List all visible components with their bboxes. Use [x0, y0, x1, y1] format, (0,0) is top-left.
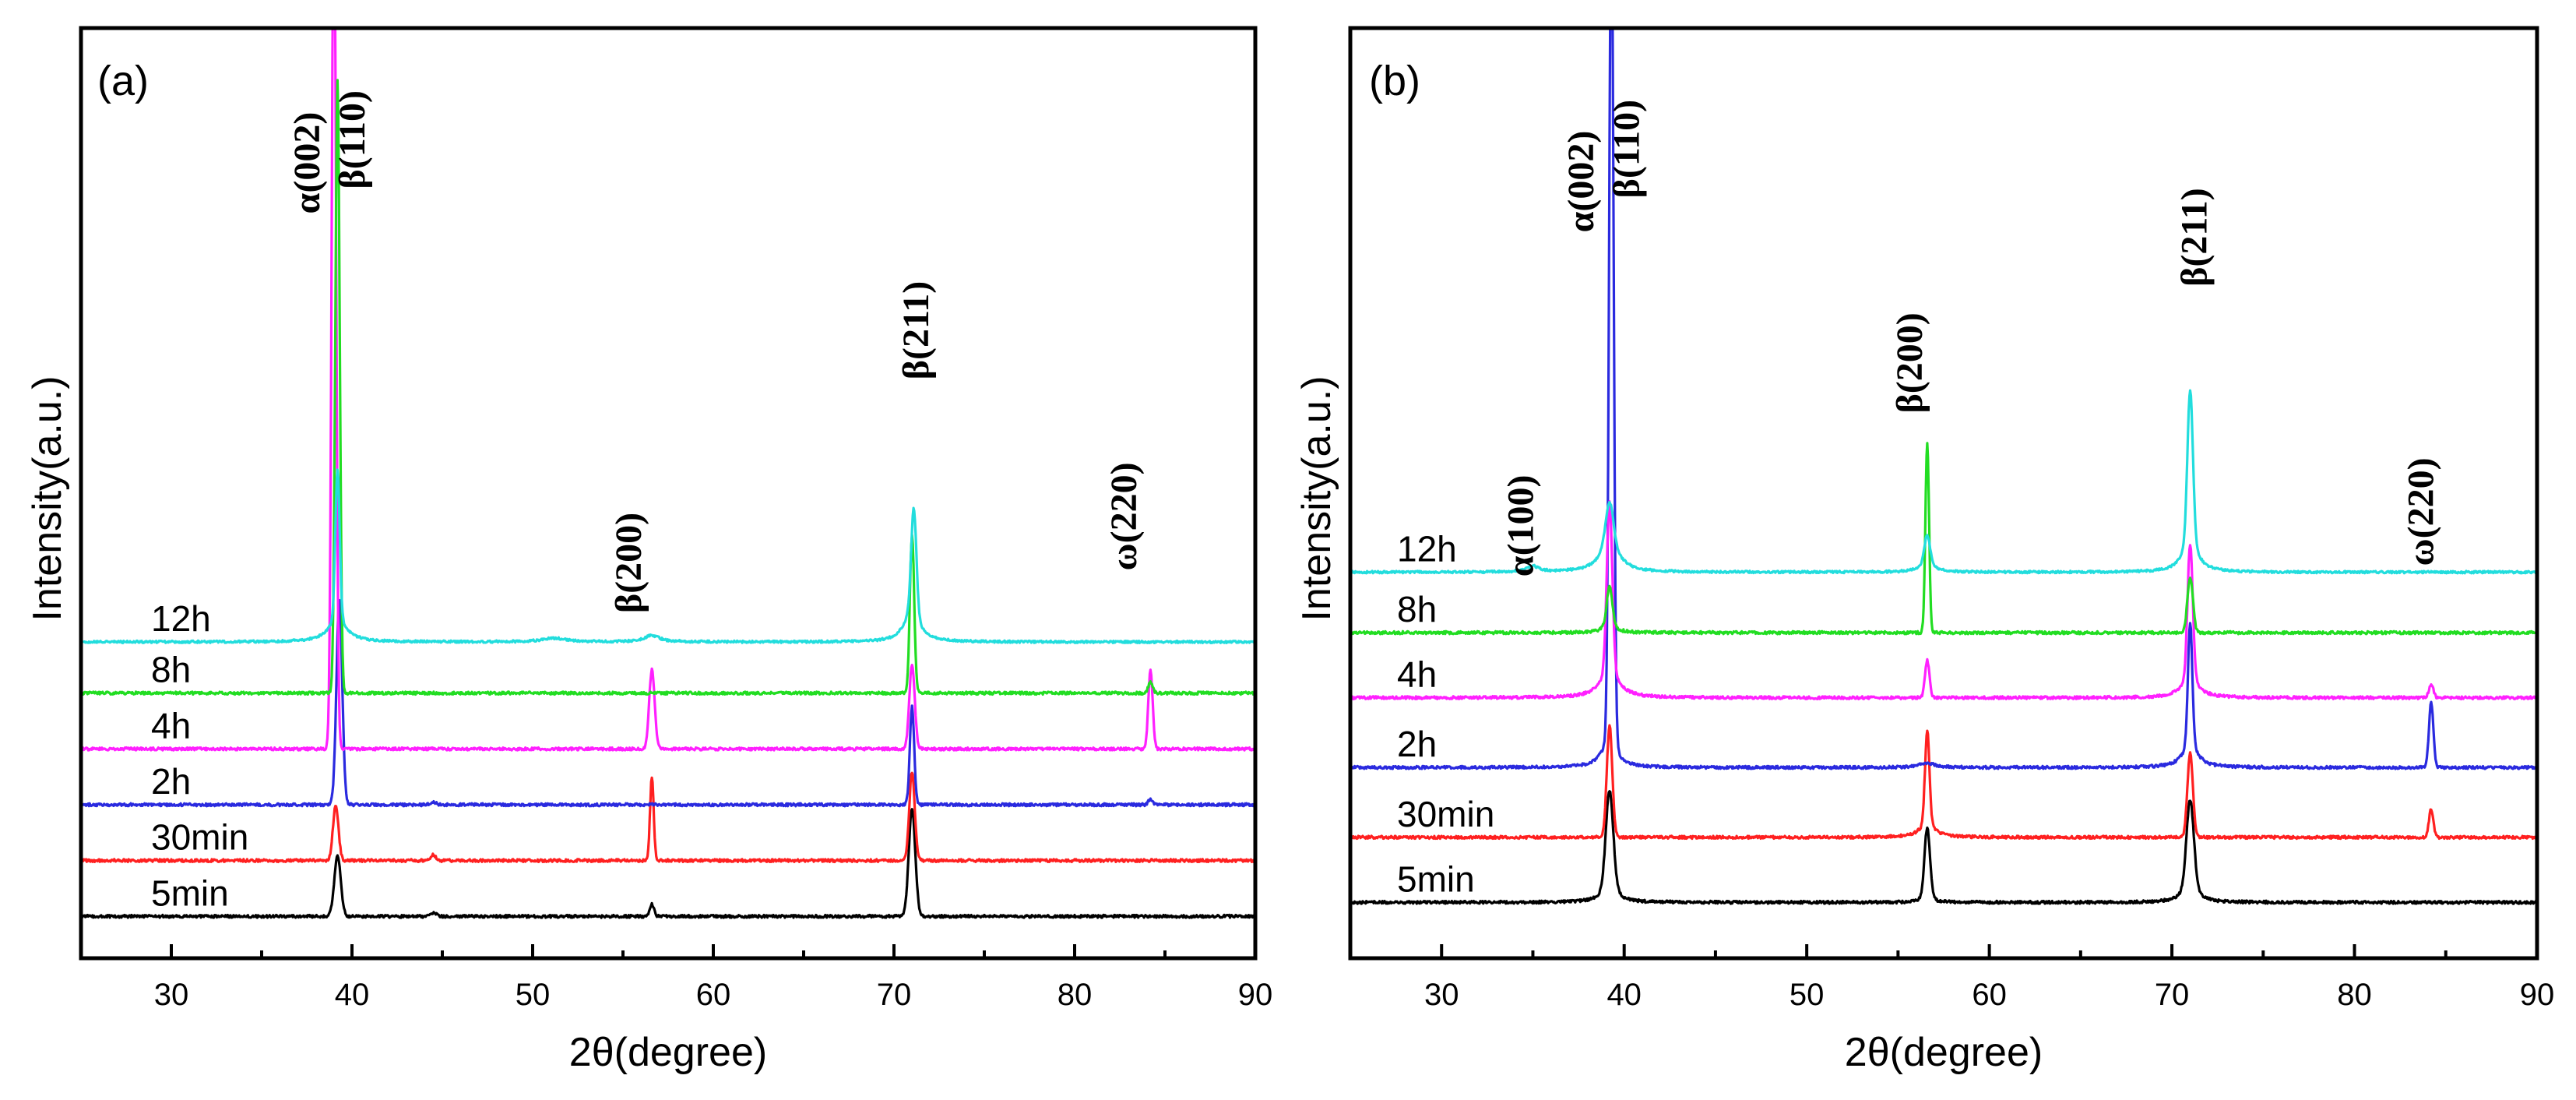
- panel-b-label: (b): [1369, 58, 1420, 104]
- panel-a-series-line-2h: [81, 599, 1255, 808]
- panel-b-x-tick-label-50: 50: [1789, 978, 1825, 1012]
- panel-b-legend-labels: 5min 30min 2h 4h 8h 12h: [1397, 528, 1494, 899]
- panel-b-y-axis-title: Intensity(a.u.): [1294, 375, 1339, 621]
- panel-b-peak-labels: α(100) α(002) β(110) β(200) β(211) ω(220): [1500, 100, 2441, 576]
- panel-a-x-tick-label-80: 80: [1057, 978, 1093, 1012]
- panel-a-plot-frame: [79, 26, 1258, 961]
- panel-a-label: (a): [97, 58, 149, 104]
- panel-a-y-axis-title: Intensity(a.u.): [25, 375, 70, 621]
- panel-b-series-line-8h: [1350, 442, 2537, 636]
- panel-a-legend-label-4h: 4h: [151, 705, 191, 746]
- panel-b-legend-label-2h: 2h: [1397, 724, 1437, 764]
- panel-b-series-line-4h: [1350, 500, 2537, 700]
- panel-b-x-tick-label-80: 80: [2337, 978, 2372, 1012]
- panel-b-peak-label-5: ω(220): [2400, 457, 2441, 566]
- panel-a-series: [81, 28, 1255, 919]
- panel-a-x-tick-label-50: 50: [516, 978, 551, 1012]
- panel-a-legend-label-5min: 5min: [151, 873, 229, 913]
- panel-a-peak-label-4: ω(220): [1103, 462, 1145, 570]
- panel-a-x-tick-label-70: 70: [877, 978, 912, 1012]
- panel-b: 30 40 50 60 70 80 90 5min 30min 2h 4h 8h 12h α(100)…: [1294, 26, 2555, 1075]
- panel-a: 30 40 50 60 70 80 90 5min 30min 2h 4h 8h 12h α(002)…: [25, 26, 1273, 1075]
- panel-a-peak-label-1: β(110): [332, 90, 373, 189]
- panel-b-x-tick-label-40: 40: [1606, 978, 1642, 1012]
- panel-b-legend-label-12h: 12h: [1397, 528, 1457, 569]
- panel-b-legend-label-5min: 5min: [1397, 858, 1475, 899]
- panel-b-peak-label-4: β(211): [2174, 188, 2215, 287]
- panel-a-legend-label-2h: 2h: [151, 761, 191, 802]
- panel-a-series-line-4h: [81, 28, 1255, 752]
- panel-b-x-ticks: 30 40 50 60 70 80 90: [1349, 944, 2555, 1012]
- panel-a-legend-label-30min: 30min: [151, 817, 248, 858]
- panel-a-series-line-8h: [81, 79, 1255, 696]
- panel-b-peak-label-1: α(002): [1561, 131, 1602, 233]
- panel-a-series-line-12h: [81, 468, 1255, 644]
- panel-a-peak-label-0: α(002): [287, 112, 328, 214]
- panel-b-x-tick-label-90: 90: [2520, 978, 2555, 1012]
- panel-a-x-tick-label-90: 90: [1238, 978, 1273, 1012]
- panel-b-peak-label-0: α(100): [1500, 474, 1541, 576]
- panel-b-legend-label-8h: 8h: [1397, 589, 1437, 629]
- panel-a-peak-labels: α(002) β(110) β(200) β(211) ω(220): [287, 90, 1145, 613]
- panel-b-series-line-12h: [1350, 389, 2537, 575]
- panel-a-x-tick-label-60: 60: [696, 978, 731, 1012]
- panel-a-legend-labels: 5min 30min 2h 4h 8h 12h: [151, 598, 248, 913]
- panel-a-x-tick-label-30: 30: [154, 978, 189, 1012]
- panel-a-peak-label-2: β(200): [608, 513, 649, 613]
- panel-a-legend-label-8h: 8h: [151, 650, 191, 690]
- panel-a-peak-label-3: β(211): [896, 281, 937, 380]
- panel-a-x-ticks: 30 40 50 60 70 80 90: [79, 944, 1273, 1012]
- panel-a-legend-label-12h: 12h: [151, 598, 211, 639]
- panel-b-x-axis-title: 2θ(degree): [1845, 1030, 2043, 1075]
- panel-a-x-tick-label-40: 40: [335, 978, 370, 1012]
- panel-b-series: [1350, 28, 2537, 905]
- panel-b-plot-frame: [1348, 26, 2539, 961]
- panel-b-series-line-2h: [1350, 28, 2537, 770]
- panel-a-series-line-5min: [81, 808, 1255, 919]
- panel-b-series-line-5min: [1350, 790, 2537, 905]
- panel-b-peak-label-2: β(110): [1606, 100, 1647, 199]
- panel-b-legend-label-4h: 4h: [1397, 654, 1437, 695]
- panel-b-x-tick-label-30: 30: [1424, 978, 1459, 1012]
- panel-b-series-line-30min: [1350, 724, 2537, 841]
- panel-b-x-tick-label-60: 60: [1972, 978, 2007, 1012]
- panel-a-series-line-30min: [81, 771, 1255, 863]
- panel-b-peak-label-3: β(200): [1889, 312, 1930, 413]
- panel-a-x-axis-title: 2θ(degree): [569, 1030, 767, 1075]
- panel-b-legend-label-30min: 30min: [1397, 794, 1494, 834]
- panel-b-x-tick-label-70: 70: [2155, 978, 2190, 1012]
